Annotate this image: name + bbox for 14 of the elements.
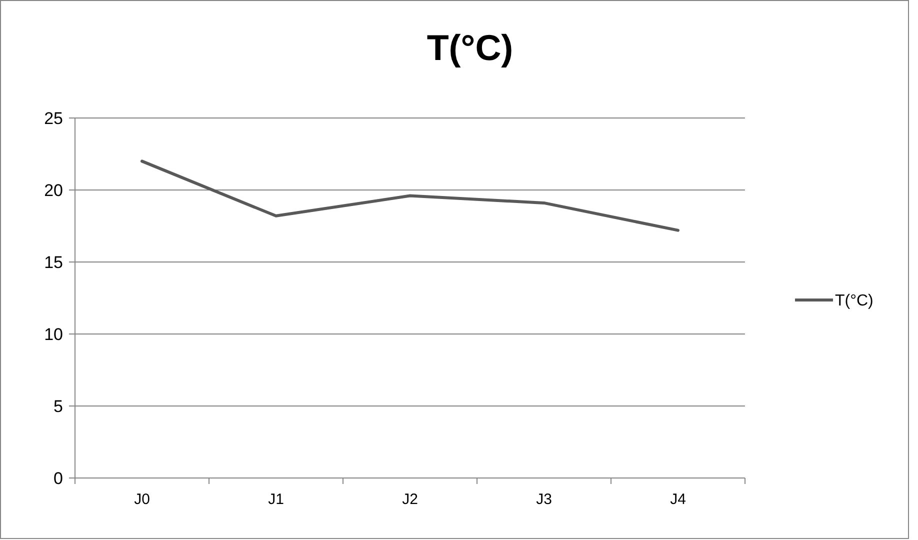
y-tick-label: 15 [44, 252, 63, 272]
legend-label: T(°C) [835, 292, 874, 310]
y-tick-label: 10 [44, 324, 63, 344]
x-tick-label: J0 [134, 491, 150, 508]
x-tick-label: J1 [268, 491, 284, 508]
x-tick-label: J4 [670, 491, 686, 508]
y-tick-label: 25 [44, 108, 63, 128]
x-tick-label: J3 [536, 491, 552, 508]
y-tick-label: 5 [54, 396, 63, 416]
chart-title: T(°C) [426, 27, 514, 68]
line-series [140, 160, 680, 232]
y-tick-label: 20 [44, 180, 63, 200]
x-tick-label: J2 [402, 491, 418, 508]
y-tick-label: 0 [54, 468, 63, 488]
